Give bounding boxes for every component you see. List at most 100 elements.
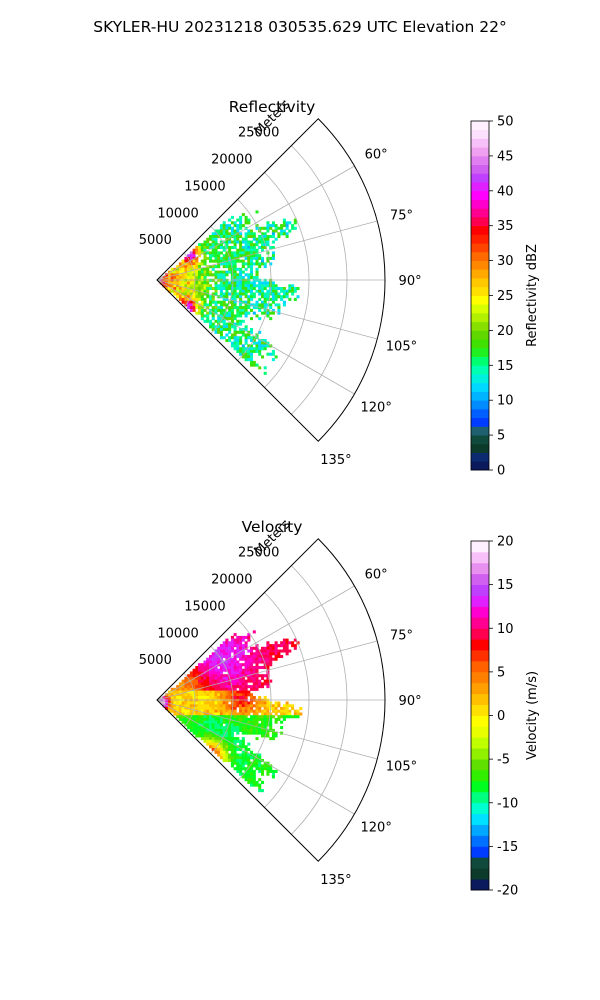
field-cell [255,704,259,708]
field-cell [230,657,234,661]
azimuth-gridline [156,165,355,281]
field-cell [239,761,243,765]
field-cell [280,655,284,659]
field-cell [206,720,210,724]
field-cell [211,663,215,667]
field-cell [211,325,215,329]
field-cell [211,728,215,732]
field-cell [271,709,275,713]
field-cell [233,717,237,721]
field-cell [239,657,243,661]
field-cell [285,652,289,656]
field-cell [225,756,229,760]
figure-title: SKYLER-HU 20231218 030535.629 UTC Elevat… [93,18,507,36]
field-cell [263,281,267,285]
field-cell [222,693,226,697]
field-cell [258,341,262,345]
field-cell [217,717,221,721]
field-cell [241,761,245,765]
colorbar-label: Reflectivity dBZ [525,244,540,347]
field-cell [200,682,204,686]
field-cell [244,635,248,639]
field-cell [176,267,180,271]
field-cell [239,215,243,219]
colorbar-segment [471,770,489,782]
field-cell [209,737,213,741]
field-cell [252,764,256,768]
field-cell [225,649,229,653]
field-cell [236,663,240,667]
field-cell [269,769,273,773]
field-cell [217,728,221,732]
field-cell [217,753,221,757]
field-cell [266,641,270,645]
field-cell [219,270,223,274]
field-cell [261,347,265,351]
field-cell [206,701,210,705]
field-cell [203,297,207,301]
field-cell [236,232,240,236]
field-cell [187,297,191,301]
field-cell [266,308,270,312]
field-cell [271,644,275,648]
field-cell [271,769,275,773]
field-cell [173,281,177,285]
field-cell [173,696,177,700]
field-cell [261,246,265,250]
field-cell [230,303,234,307]
field-cell [247,772,251,776]
field-cell [217,652,221,656]
field-cell [211,668,215,672]
field-cell [195,696,199,700]
field-cell [228,287,232,291]
field-cell [228,646,232,650]
field-cell [228,336,232,340]
field-cell [239,687,243,691]
field-cell [247,243,251,247]
field-cell [189,267,193,271]
range-tick-label: 5000 [139,233,172,248]
field-cell [236,267,240,271]
field-cell [225,690,229,694]
field-cell [250,666,254,670]
field-cell [266,712,270,716]
field-cell [241,308,245,312]
field-cell [200,295,204,299]
colorbar-segment [471,868,489,880]
reflectivity-grid [156,118,386,442]
field-cell [261,767,265,771]
field-cell [250,330,254,334]
field-cell [206,671,210,675]
field-cell [274,287,278,291]
field-cell [271,704,275,708]
field-cell [296,712,300,716]
field-cell [261,685,265,689]
field-cell [258,226,262,230]
field-cell [233,284,237,288]
field-cell [236,679,240,683]
field-cell [217,246,221,250]
field-cell [241,756,245,760]
field-cell [258,366,262,370]
field-cell [195,265,199,269]
field-cell [219,317,223,321]
field-cell [222,668,226,672]
field-cell [222,712,226,716]
field-cell [255,341,259,345]
field-cell [255,284,259,288]
field-cell [255,726,259,730]
field-cell [162,276,166,280]
field-cell [187,303,191,307]
field-cell [250,704,254,708]
field-cell [271,728,275,732]
field-cell [258,254,262,258]
field-cell [241,723,245,727]
field-cell [239,767,243,771]
field-cell [206,712,210,716]
field-cell [274,649,278,653]
field-cell [236,308,240,312]
field-cell [214,265,218,269]
field-cell [225,232,229,236]
field-cell [263,726,267,730]
field-cell [255,289,259,293]
